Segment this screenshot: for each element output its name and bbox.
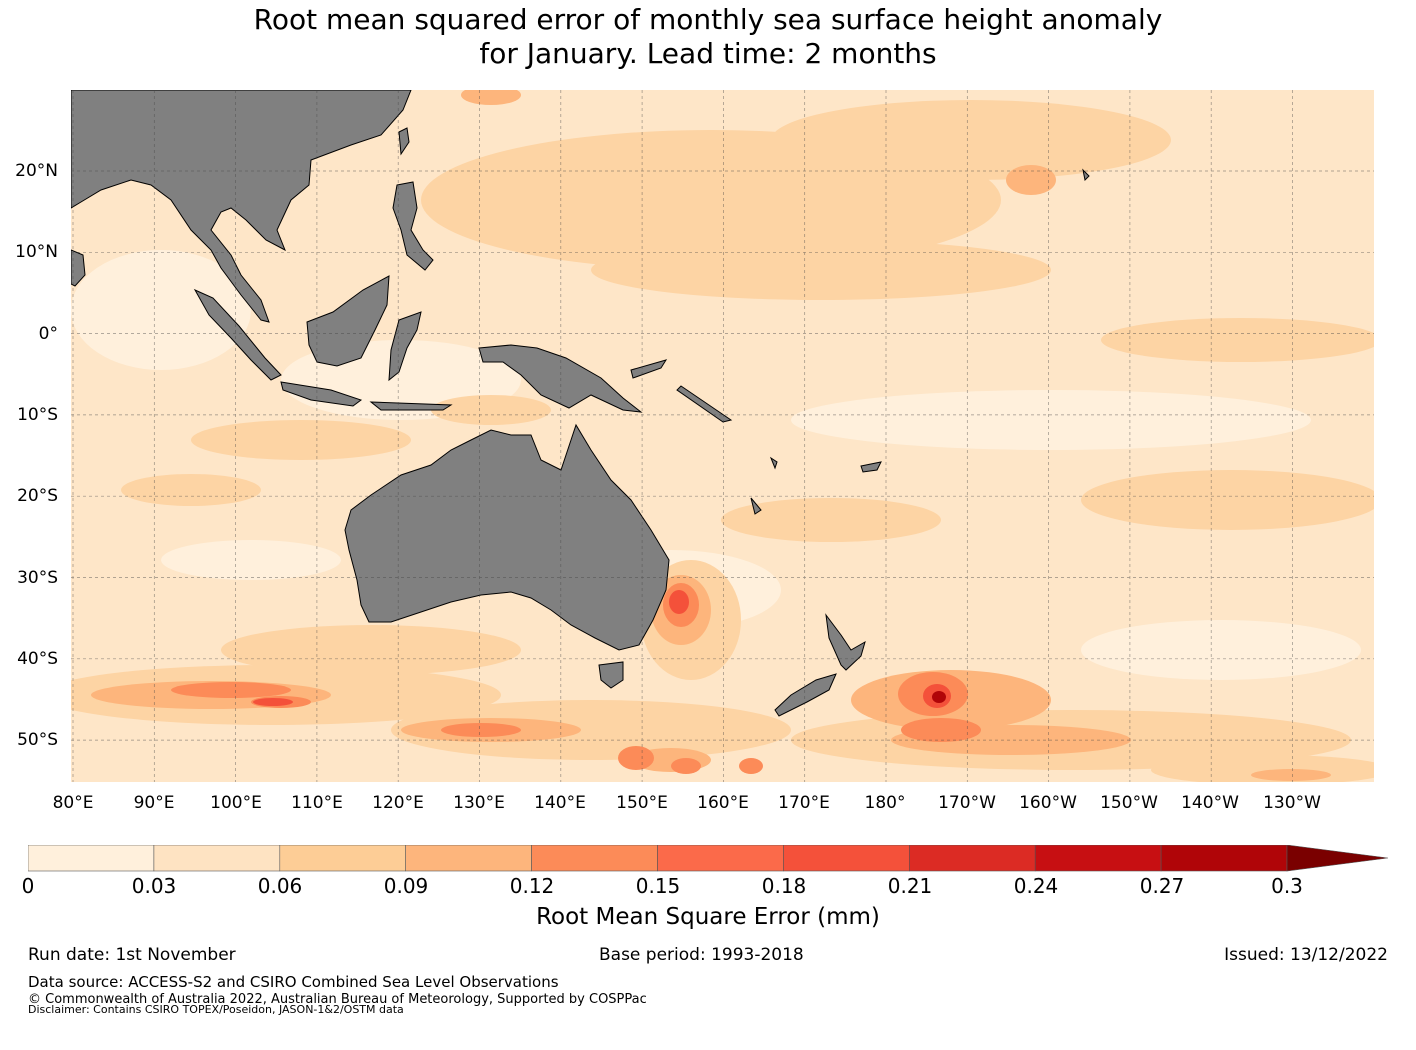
colorbar-tick-label: 0.21 xyxy=(887,874,933,898)
java xyxy=(280,381,363,407)
colorbar-segment xyxy=(531,845,658,872)
sulawesi xyxy=(388,311,422,382)
solomon-islands xyxy=(676,385,733,423)
fiji xyxy=(860,461,882,473)
hawaii xyxy=(1082,168,1090,182)
colorbar-tick-label: 0.09 xyxy=(383,874,429,898)
lon-label: 120°E xyxy=(372,793,424,813)
land xyxy=(71,90,1090,717)
colorbar-segment xyxy=(28,845,155,872)
disclaimer: Disclaimer: Contains CSIRO TOPEX/Poseido… xyxy=(28,1003,404,1016)
tasmania xyxy=(598,661,624,689)
colorbar-tick-label: 0.18 xyxy=(761,874,807,898)
lon-label: 150°E xyxy=(616,793,668,813)
colorbar-segment xyxy=(1160,845,1288,872)
new-caledonia xyxy=(750,497,762,515)
chart-title-line1: Root mean squared error of monthly sea s… xyxy=(253,3,1163,36)
colorbar-tick-label: 0.06 xyxy=(257,874,303,898)
rmse-map xyxy=(71,90,1374,782)
lat-label: 10°S xyxy=(17,405,58,425)
sumatra xyxy=(193,288,282,381)
lat-label: 40°S xyxy=(17,649,58,669)
lon-label: 110°E xyxy=(291,793,343,813)
lat-label: 20°N xyxy=(15,161,58,181)
lat-label: 10°N xyxy=(15,242,58,262)
colorbar-segment xyxy=(279,845,407,872)
lon-label: 80°E xyxy=(52,793,94,813)
base-period: Base period: 1993-2018 xyxy=(599,945,804,965)
asia-mainland xyxy=(71,90,412,323)
lat-label: 0° xyxy=(38,324,58,344)
colorbar-segment xyxy=(405,845,532,872)
run-date: Run date: 1st November xyxy=(28,945,236,965)
new-britain xyxy=(630,359,668,379)
colorbar-segment xyxy=(908,845,1036,872)
colorbar-tick-label: 0.03 xyxy=(131,874,177,898)
issued-date: Issued: 13/12/2022 xyxy=(1224,945,1388,965)
colorbar-segment xyxy=(657,845,784,872)
max-error-spot xyxy=(932,691,946,703)
nz-north-island xyxy=(825,613,866,671)
lat-label: 30°S xyxy=(17,568,58,588)
lon-label: 180° xyxy=(864,793,906,813)
lon-label: 140°E xyxy=(534,793,586,813)
taiwan xyxy=(398,127,410,156)
nz-south-island xyxy=(774,673,837,717)
data-source: Data source: ACCESS-S2 and CSIRO Combine… xyxy=(28,973,559,991)
colorbar-tick-label: 0.27 xyxy=(1139,874,1185,898)
lesser-sunda-islands xyxy=(369,401,453,411)
colorbar-segment xyxy=(153,845,281,872)
colorbar-title: Root Mean Square Error (mm) xyxy=(536,904,880,930)
lon-label: 130°E xyxy=(453,793,505,813)
colorbar-tick-label: 0.3 xyxy=(1271,874,1303,898)
lon-label: 140°W xyxy=(1181,793,1239,813)
colorbar-tick-label: 0 xyxy=(21,874,35,898)
colorbar-extend-arrow xyxy=(1286,845,1389,872)
colorbar-tick-label: 0.24 xyxy=(1013,874,1059,898)
lat-label: 20°S xyxy=(17,486,58,506)
moderate-error-zones xyxy=(71,100,1374,782)
australia xyxy=(344,423,670,651)
lon-label: 170°W xyxy=(938,793,996,813)
lon-label: 130°W xyxy=(1263,793,1321,813)
lon-label: 170°E xyxy=(778,793,830,813)
colorbar-tick-label: 0.12 xyxy=(509,874,555,898)
map-panel xyxy=(71,90,1374,782)
new-guinea xyxy=(478,344,643,413)
colorbar-segment xyxy=(1034,845,1162,872)
colorbar xyxy=(28,845,1389,872)
lon-label: 150°W xyxy=(1100,793,1158,813)
chart-title-line2: for January. Lead time: 2 months xyxy=(479,37,937,70)
colorbar-tick-label: 0.15 xyxy=(635,874,681,898)
lon-label: 100°E xyxy=(210,793,262,813)
sri-lanka xyxy=(71,249,86,287)
lat-label: 50°S xyxy=(17,730,58,750)
lon-label: 160°E xyxy=(697,793,749,813)
borneo xyxy=(306,275,390,367)
copyright: © Commonwealth of Australia 2022, Austra… xyxy=(28,992,647,1007)
colorbar-segment xyxy=(783,845,910,872)
graticule xyxy=(71,90,1374,782)
lon-label: 160°W xyxy=(1019,793,1077,813)
vanuatu xyxy=(769,456,778,470)
lon-label: 90°E xyxy=(133,793,175,813)
